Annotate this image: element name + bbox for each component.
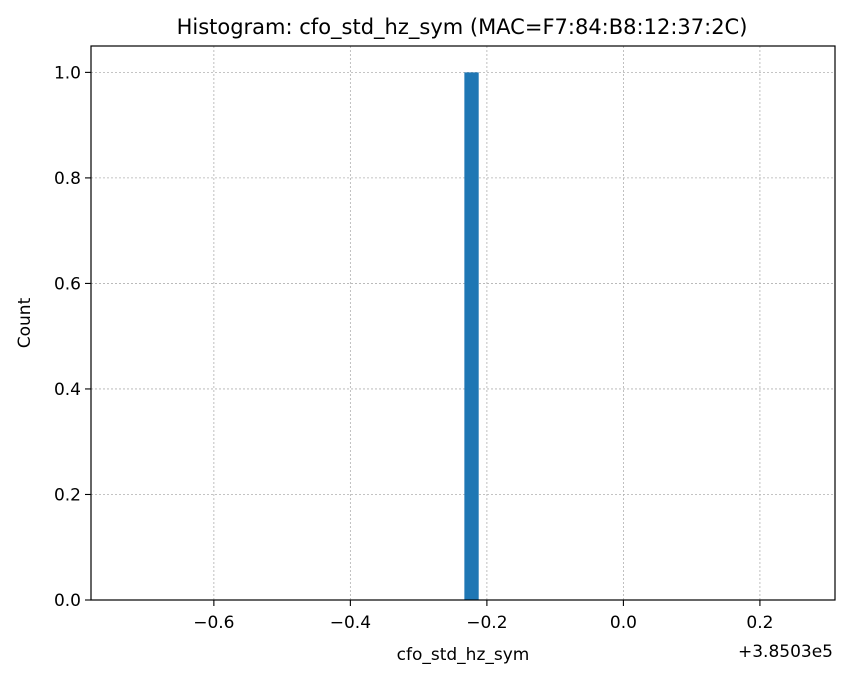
- x-axis-label: cfo_std_hz_sym: [397, 645, 530, 665]
- plot-frame: [90, 45, 836, 601]
- x-tick-label-4: 0.2: [746, 613, 773, 633]
- y-axis-label: Count: [15, 297, 35, 348]
- bar-layer: [464, 72, 479, 600]
- chart-title: Histogram: cfo_std_hz_sym (MAC=F7:84:B8:…: [177, 15, 748, 40]
- y-tick-label-1: 0.2: [54, 485, 81, 505]
- histogram-bar-0: [464, 72, 479, 600]
- y-tick-label-3: 0.6: [54, 274, 81, 294]
- x-ticks: −0.6 −0.4 −0.2 0.0 0.2: [193, 600, 773, 633]
- x-tick-label-2: −0.2: [466, 613, 507, 633]
- y-ticks: 0.0 0.2 0.4 0.6 0.8 1.0: [54, 63, 91, 611]
- grid-layer: [91, 46, 835, 601]
- y-tick-label-0: 0.0: [54, 591, 81, 611]
- x-tick-label-3: 0.0: [610, 613, 637, 633]
- y-tick-label-4: 0.8: [54, 169, 81, 189]
- x-tick-label-0: −0.6: [193, 613, 234, 633]
- y-tick-label-5: 1.0: [54, 63, 81, 83]
- x-tick-label-1: −0.4: [330, 613, 371, 633]
- x-axis-offset: +3.8503e5: [738, 642, 833, 662]
- y-tick-label-2: 0.4: [54, 380, 81, 400]
